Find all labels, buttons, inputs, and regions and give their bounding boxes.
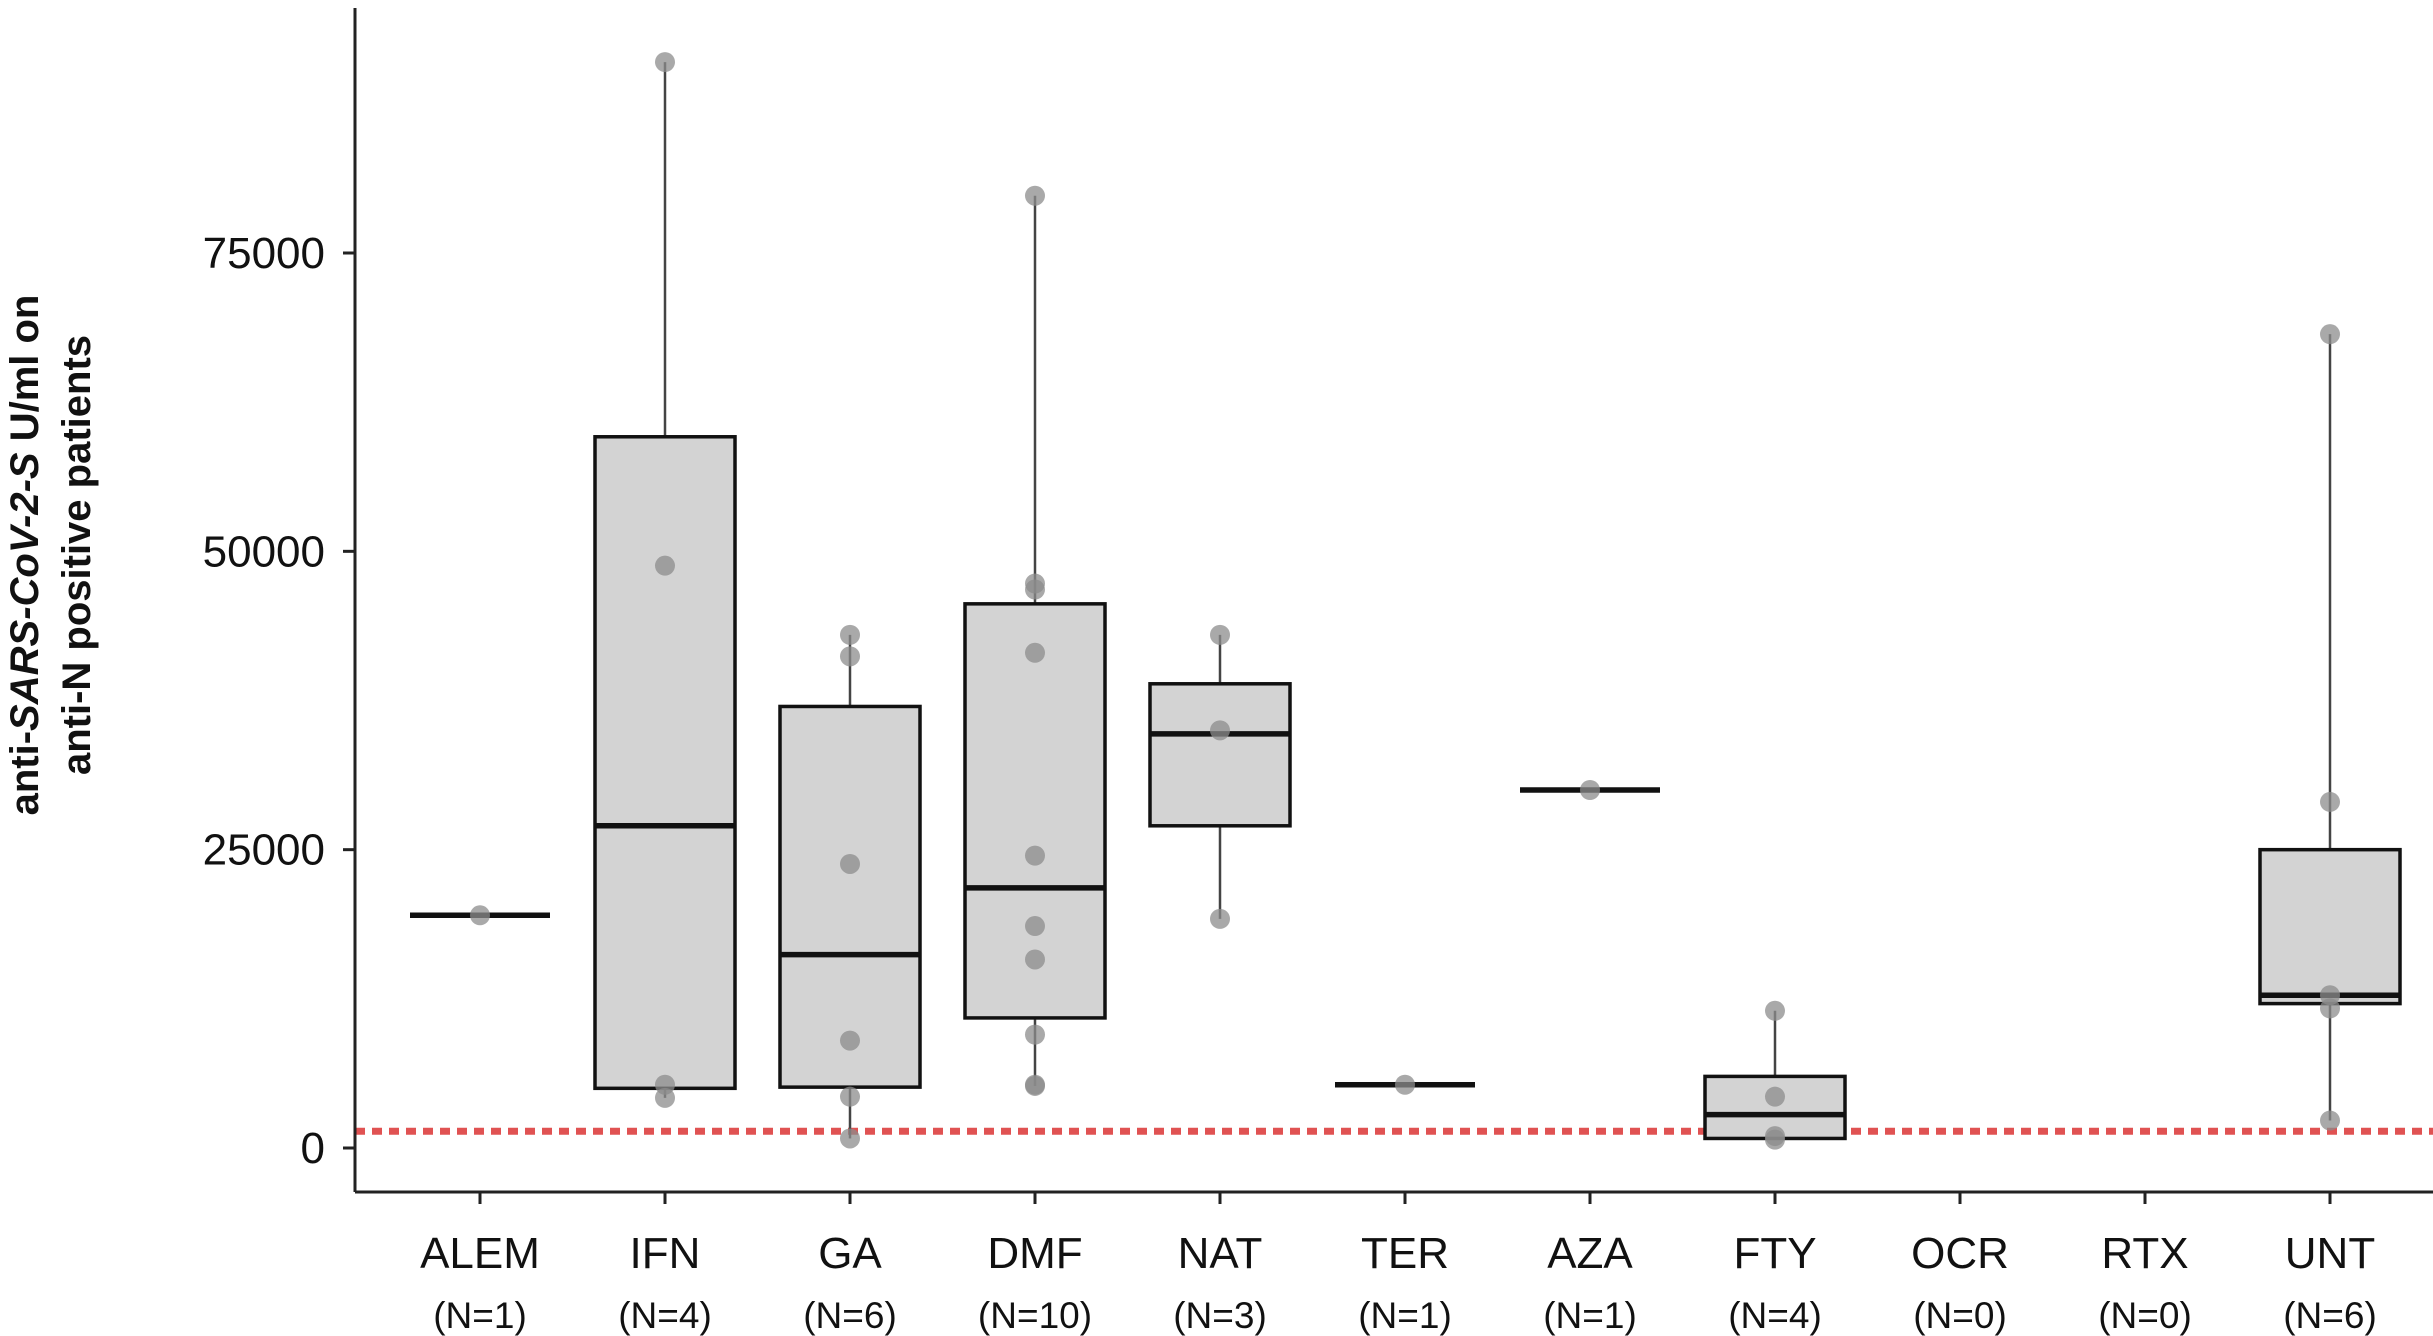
n-label-ter: (N=1)	[1358, 1295, 1452, 1336]
data-point-3	[1765, 1129, 1785, 1150]
x-label-aza: AZA	[1547, 1229, 1633, 1278]
category-rtx: RTX (N=0)	[2098, 1192, 2192, 1336]
box-iqr	[963, 602, 1107, 1020]
x-label-ifn: IFN	[630, 1229, 701, 1278]
data-point-9	[1025, 1075, 1045, 1096]
data-point-4	[1025, 845, 1045, 866]
data-point-1	[840, 646, 860, 667]
data-point-0	[1210, 624, 1230, 645]
x-label-ocr: OCR	[1911, 1229, 2009, 1278]
x-label-ga: GA	[818, 1229, 882, 1278]
category-unt: UNT (N=6)	[2258, 324, 2402, 1336]
x-label-unt: UNT	[2285, 1229, 2375, 1278]
y-tick-label-0: 0	[301, 1124, 325, 1173]
n-label-ga: (N=6)	[803, 1295, 897, 1336]
y-tick-label-3: 75000	[203, 229, 325, 278]
n-label-rtx: (N=0)	[2098, 1295, 2192, 1336]
category-dmf: DMF (N=10)	[963, 185, 1107, 1336]
data-point-5	[1025, 916, 1045, 937]
y-tick-label-2: 50000	[203, 527, 325, 576]
y-axis-title-line2: anti-N positive patients	[55, 335, 99, 775]
box-iqr	[2258, 847, 2402, 1006]
y-axis-title: anti-SARS-CoV-2-S U/ml on anti-N positiv…	[3, 295, 99, 816]
data-point-0	[1025, 185, 1045, 206]
y-axis-title-line1: anti-SARS-CoV-2-S U/ml on	[3, 295, 47, 816]
n-label-unt: (N=6)	[2283, 1295, 2377, 1336]
x-label-nat: NAT	[1178, 1229, 1263, 1278]
data-point-1	[1765, 1086, 1785, 1107]
x-label-ter: TER	[1361, 1229, 1449, 1278]
n-label-ocr: (N=0)	[1913, 1295, 2007, 1336]
data-point-0	[1580, 780, 1600, 800]
n-label-alem: (N=1)	[433, 1295, 527, 1336]
data-point-6	[1025, 949, 1045, 970]
category-ga: GA (N=6)	[778, 624, 922, 1336]
data-point-3	[2320, 998, 2340, 1019]
data-point-7	[1025, 1024, 1045, 1045]
data-point-3	[1025, 642, 1045, 663]
data-point-0	[655, 52, 675, 73]
y-axis-title-italic: SARS-CoV-2-S	[3, 452, 47, 731]
data-point-1	[1210, 720, 1230, 741]
data-point-0	[470, 905, 490, 926]
data-point-0	[1395, 1074, 1415, 1095]
data-point-2	[1025, 579, 1045, 600]
category-fty: FTY (N=4)	[1703, 1000, 1847, 1336]
category-aza: AZA (N=1)	[1520, 780, 1660, 1336]
category-alem: ALEM (N=1)	[410, 905, 550, 1336]
x-label-rtx: RTX	[2101, 1229, 2188, 1278]
data-point-4	[840, 1086, 860, 1107]
x-label-alem: ALEM	[420, 1229, 540, 1278]
data-point-1	[2320, 791, 2340, 812]
category-ifn: IFN (N=4)	[593, 52, 737, 1336]
n-label-nat: (N=3)	[1173, 1295, 1267, 1336]
y-tick-label-1: 25000	[203, 826, 325, 875]
y-axis-title-prefix: anti-	[3, 731, 47, 815]
box-iqr	[778, 704, 922, 1089]
data-point-0	[2320, 324, 2340, 345]
y-axis-title-suffix: U/ml on	[3, 295, 47, 453]
data-point-3	[655, 1087, 675, 1108]
data-point-0	[840, 624, 860, 645]
box-iqr	[1148, 682, 1292, 828]
data-point-0	[1765, 1000, 1785, 1021]
n-label-ifn: (N=4)	[618, 1295, 712, 1336]
category-ter: TER (N=1)	[1335, 1074, 1475, 1336]
n-label-aza: (N=1)	[1543, 1295, 1637, 1336]
data-point-2	[1210, 908, 1230, 929]
category-nat: NAT (N=3)	[1148, 624, 1292, 1336]
box-iqr	[593, 435, 737, 1091]
plot-area: 0 25000 50000 75000 ALEM (N=1) IFN (N=4) GA (N=6)…	[203, 52, 2433, 1336]
x-label-dmf: DMF	[987, 1229, 1082, 1278]
data-point-1	[655, 555, 675, 576]
data-point-5	[840, 1128, 860, 1149]
category-ocr: OCR (N=0)	[1911, 1192, 2009, 1336]
x-label-fty: FTY	[1733, 1229, 1816, 1278]
data-point-3	[840, 1030, 860, 1051]
data-point-4	[2320, 1110, 2340, 1131]
data-point-2	[840, 853, 860, 874]
n-label-fty: (N=4)	[1728, 1295, 1822, 1336]
n-label-dmf: (N=10)	[978, 1295, 1092, 1336]
